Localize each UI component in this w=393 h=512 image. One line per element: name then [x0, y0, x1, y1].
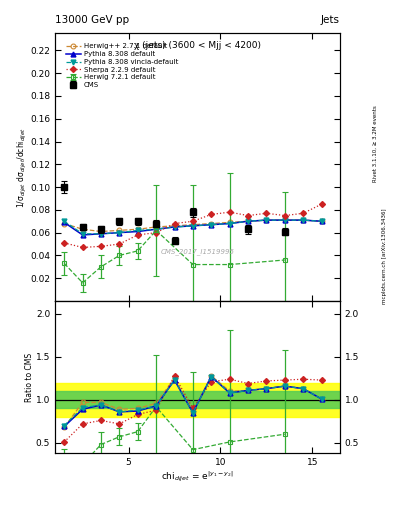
- Y-axis label: Ratio to CMS: Ratio to CMS: [26, 352, 35, 401]
- Pythia 8.308 vincia-default: [227, 221, 232, 227]
- Herwig++ 2.7.1 default: [117, 227, 122, 233]
- Pythia 8.308 default: [80, 232, 85, 238]
- Herwig++ 2.7.1 default: [62, 221, 66, 227]
- Sherpa 2.2.9 default: [117, 241, 122, 247]
- Pythia 8.308 vincia-default: [301, 217, 305, 223]
- Pythia 8.308 vincia-default: [135, 227, 140, 233]
- Herwig++ 2.7.1 default: [283, 217, 287, 223]
- Herwig++ 2.7.1 default: [209, 221, 214, 227]
- Pythia 8.308 default: [62, 219, 66, 225]
- Pythia 8.308 vincia-default: [154, 226, 158, 232]
- Sherpa 2.2.9 default: [135, 232, 140, 238]
- Herwig++ 2.7.1 default: [301, 217, 305, 223]
- Line: Herwig++ 2.7.1 default: Herwig++ 2.7.1 default: [62, 218, 324, 234]
- Sherpa 2.2.9 default: [319, 201, 324, 207]
- Pythia 8.308 default: [227, 221, 232, 227]
- Pythia 8.308 default: [301, 217, 305, 223]
- Bar: [55, 391, 340, 409]
- Bar: [55, 382, 340, 417]
- Pythia 8.308 vincia-default: [319, 218, 324, 224]
- Text: mcplots.cern.ch [arXiv:1306.3436]: mcplots.cern.ch [arXiv:1306.3436]: [382, 208, 387, 304]
- Herwig++ 2.7.1 default: [246, 218, 250, 224]
- Herwig++ 2.7.1 default: [135, 226, 140, 232]
- Pythia 8.308 vincia-default: [246, 218, 250, 224]
- Line: Pythia 8.308 default: Pythia 8.308 default: [62, 218, 324, 238]
- Sherpa 2.2.9 default: [62, 240, 66, 246]
- Sherpa 2.2.9 default: [191, 218, 195, 224]
- Pythia 8.308 default: [117, 229, 122, 236]
- Pythia 8.308 default: [319, 218, 324, 224]
- Legend: Herwig++ 2.7.1 default, Pythia 8.308 default, Pythia 8.308 vincia-default, Sherp: Herwig++ 2.7.1 default, Pythia 8.308 def…: [64, 42, 179, 90]
- Pythia 8.308 vincia-default: [191, 223, 195, 229]
- Herwig++ 2.7.1 default: [191, 222, 195, 228]
- Herwig++ 2.7.1 default: [319, 218, 324, 224]
- Sherpa 2.2.9 default: [80, 244, 85, 250]
- Sherpa 2.2.9 default: [99, 243, 103, 249]
- Text: Rivet 3.1.10, ≥ 3.2M events: Rivet 3.1.10, ≥ 3.2M events: [373, 105, 378, 182]
- Pythia 8.308 default: [246, 218, 250, 224]
- Herwig++ 2.7.1 default: [80, 226, 85, 232]
- Sherpa 2.2.9 default: [172, 221, 177, 227]
- Sherpa 2.2.9 default: [283, 212, 287, 219]
- Herwig++ 2.7.1 default: [264, 217, 269, 223]
- Pythia 8.308 vincia-default: [99, 231, 103, 237]
- Pythia 8.308 vincia-default: [209, 222, 214, 228]
- Pythia 8.308 vincia-default: [172, 224, 177, 230]
- Text: CMS_2017_I1519995: CMS_2017_I1519995: [160, 249, 235, 255]
- Pythia 8.308 default: [191, 223, 195, 229]
- Sherpa 2.2.9 default: [154, 229, 158, 236]
- Pythia 8.308 default: [172, 224, 177, 230]
- Pythia 8.308 vincia-default: [62, 218, 66, 224]
- Text: 13000 GeV pp: 13000 GeV pp: [55, 14, 129, 25]
- Sherpa 2.2.9 default: [264, 210, 269, 217]
- Pythia 8.308 default: [283, 217, 287, 223]
- Text: χ (jets) (3600 < Mjj < 4200): χ (jets) (3600 < Mjj < 4200): [134, 41, 261, 50]
- Pythia 8.308 vincia-default: [264, 217, 269, 223]
- Pythia 8.308 default: [154, 226, 158, 232]
- Pythia 8.308 default: [135, 228, 140, 234]
- Line: Pythia 8.308 vincia-default: Pythia 8.308 vincia-default: [62, 218, 324, 236]
- Pythia 8.308 default: [209, 222, 214, 228]
- Pythia 8.308 default: [99, 231, 103, 237]
- Sherpa 2.2.9 default: [246, 212, 250, 219]
- Herwig++ 2.7.1 default: [154, 224, 158, 230]
- Herwig++ 2.7.1 default: [172, 223, 177, 229]
- Y-axis label: 1/σ$_{dijet}$ dσ$_{dijet}$/dchi$_{dijet}$: 1/σ$_{dijet}$ dσ$_{dijet}$/dchi$_{dijet}…: [16, 126, 29, 208]
- Herwig++ 2.7.1 default: [227, 219, 232, 225]
- Sherpa 2.2.9 default: [227, 209, 232, 215]
- Line: Sherpa 2.2.9 default: Sherpa 2.2.9 default: [62, 202, 324, 249]
- Pythia 8.308 vincia-default: [80, 231, 85, 237]
- Pythia 8.308 vincia-default: [117, 229, 122, 236]
- Pythia 8.308 default: [264, 217, 269, 223]
- X-axis label: chi$_{dijet}$ = e$^{|y_1-y_2|}$: chi$_{dijet}$ = e$^{|y_1-y_2|}$: [161, 470, 234, 484]
- Pythia 8.308 vincia-default: [283, 217, 287, 223]
- Herwig++ 2.7.1 default: [99, 228, 103, 234]
- Text: Jets: Jets: [321, 14, 340, 25]
- Sherpa 2.2.9 default: [209, 211, 214, 218]
- Sherpa 2.2.9 default: [301, 210, 305, 217]
